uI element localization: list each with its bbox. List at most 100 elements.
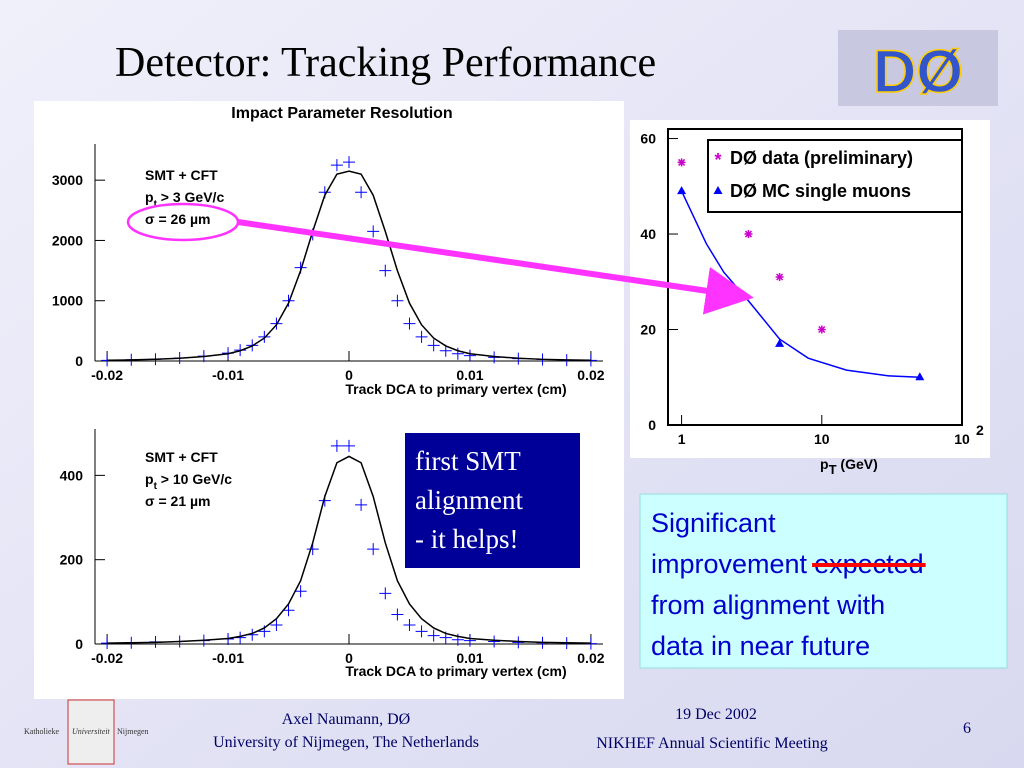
fit-line xyxy=(107,455,591,644)
x-axis-label: pT (GeV) xyxy=(820,456,878,477)
plot-frame xyxy=(667,128,963,426)
data-point xyxy=(367,225,380,238)
x-axis-label: Track DCA to primary vertex (cm) xyxy=(345,663,566,679)
x-tick-label: -0.02 xyxy=(91,650,123,666)
x-tick-label: 0.01 xyxy=(456,650,483,666)
data-point xyxy=(439,344,452,357)
data-point xyxy=(343,439,355,452)
x-tick-label: 0 xyxy=(345,367,353,383)
x-tick-label: -0.01 xyxy=(212,367,244,383)
data-point xyxy=(463,349,476,362)
x-tick-label: -0.01 xyxy=(212,650,244,666)
annotation: σ = 26 µm xyxy=(145,211,211,227)
data-point xyxy=(282,604,295,617)
annotation-part: p xyxy=(145,189,154,205)
data-point xyxy=(677,158,686,167)
data-point xyxy=(427,629,440,642)
data-point xyxy=(744,230,753,239)
data-point xyxy=(451,347,464,360)
footer-author: Axel Naumann, DØ xyxy=(282,711,410,728)
data-point xyxy=(403,317,416,330)
y-tick-label: 2000 xyxy=(52,232,83,248)
x-axis-label-part: p xyxy=(820,456,829,472)
note-line: first SMT xyxy=(415,446,521,476)
legend-box xyxy=(707,139,963,213)
x-axis-label-part: (GeV) xyxy=(837,456,878,472)
footer-meeting: NIKHEF Annual Scientific Meeting xyxy=(596,735,828,752)
legend-marker xyxy=(713,186,723,194)
y-tick-label: 20 xyxy=(640,322,656,338)
note-box xyxy=(405,433,580,568)
footer-date: 19 Dec 2002 xyxy=(675,706,757,723)
data-point xyxy=(391,294,404,307)
note-line: - it helps! xyxy=(415,524,518,554)
legend-label: DØ MC single muons xyxy=(730,181,911,201)
data-point xyxy=(463,634,476,647)
uni-logo: Universiteit xyxy=(72,727,111,736)
data-point xyxy=(415,330,428,343)
data-point xyxy=(343,156,355,169)
data-point xyxy=(915,372,925,381)
data-point xyxy=(427,339,440,352)
annotation-part: p xyxy=(145,471,154,487)
x-tick-label: 0.02 xyxy=(577,650,604,666)
logo-text: DØ xyxy=(873,38,963,105)
x-tick-label: 0.01 xyxy=(456,367,483,383)
y-tick-label: 3000 xyxy=(52,172,83,188)
comment-line: improvement xyxy=(651,549,808,579)
data-point xyxy=(391,608,404,621)
legend-label: DØ data (preliminary) xyxy=(730,148,913,168)
data-point xyxy=(817,325,826,334)
data-point xyxy=(355,498,368,511)
data-point xyxy=(367,543,380,556)
uni-logo: Katholieke xyxy=(24,727,60,736)
annotation-part: > 10 GeV/c xyxy=(157,471,232,487)
annotation: pt > 10 GeV/c xyxy=(145,471,232,492)
comment-line: Significant xyxy=(651,508,776,538)
data-point xyxy=(415,625,428,638)
annotation: SMT + CFT xyxy=(145,449,218,465)
slide-title: Detector: Tracking Performance xyxy=(115,40,656,86)
note-line: alignment xyxy=(415,485,523,515)
x-tick-label: 1 xyxy=(678,431,686,447)
annotation: pt > 3 GeV/c xyxy=(145,189,224,210)
annotation: σ = 21 µm xyxy=(145,493,211,509)
y-tick-label: 40 xyxy=(640,226,656,242)
data-point xyxy=(677,186,687,195)
annotation: SMT + CFT xyxy=(145,167,218,183)
annotation-part: t xyxy=(154,481,158,492)
arrow xyxy=(237,219,754,315)
x-axis-label-part: T xyxy=(829,462,837,477)
data-point xyxy=(330,159,343,172)
y-tick-label: 400 xyxy=(60,467,84,483)
x-tick-label: 0 xyxy=(345,650,353,666)
y-tick-label: 60 xyxy=(640,131,656,147)
x-tick-exponent: 2 xyxy=(976,422,984,438)
data-point xyxy=(403,619,416,632)
uni-crest xyxy=(67,699,115,765)
annotation-part: > 3 GeV/c xyxy=(157,189,225,205)
charts: Impact Parameter Resolution0100020003000… xyxy=(52,105,984,679)
uni-logo: Nijmegen xyxy=(117,727,149,736)
data-point xyxy=(775,338,785,347)
x-tick-label: 0.02 xyxy=(577,367,604,383)
data-point xyxy=(282,294,295,307)
y-tick-label: 0 xyxy=(648,417,656,433)
page-number: 6 xyxy=(963,720,971,737)
comment-line: data in near future xyxy=(651,631,870,661)
data-point xyxy=(355,186,368,199)
data-point xyxy=(379,264,392,277)
annotation-part: t xyxy=(154,199,158,210)
legend-marker: * xyxy=(714,150,721,170)
data-point xyxy=(379,587,392,600)
x-tick-label: -0.02 xyxy=(91,367,123,383)
fit-line xyxy=(107,170,591,362)
fit-line xyxy=(680,190,920,379)
y-tick-label: 0 xyxy=(75,636,83,652)
x-tick-label: 10 xyxy=(954,431,970,447)
x-tick-label: 10 xyxy=(814,431,830,447)
data-point xyxy=(270,619,283,632)
y-tick-label: 0 xyxy=(75,353,83,369)
